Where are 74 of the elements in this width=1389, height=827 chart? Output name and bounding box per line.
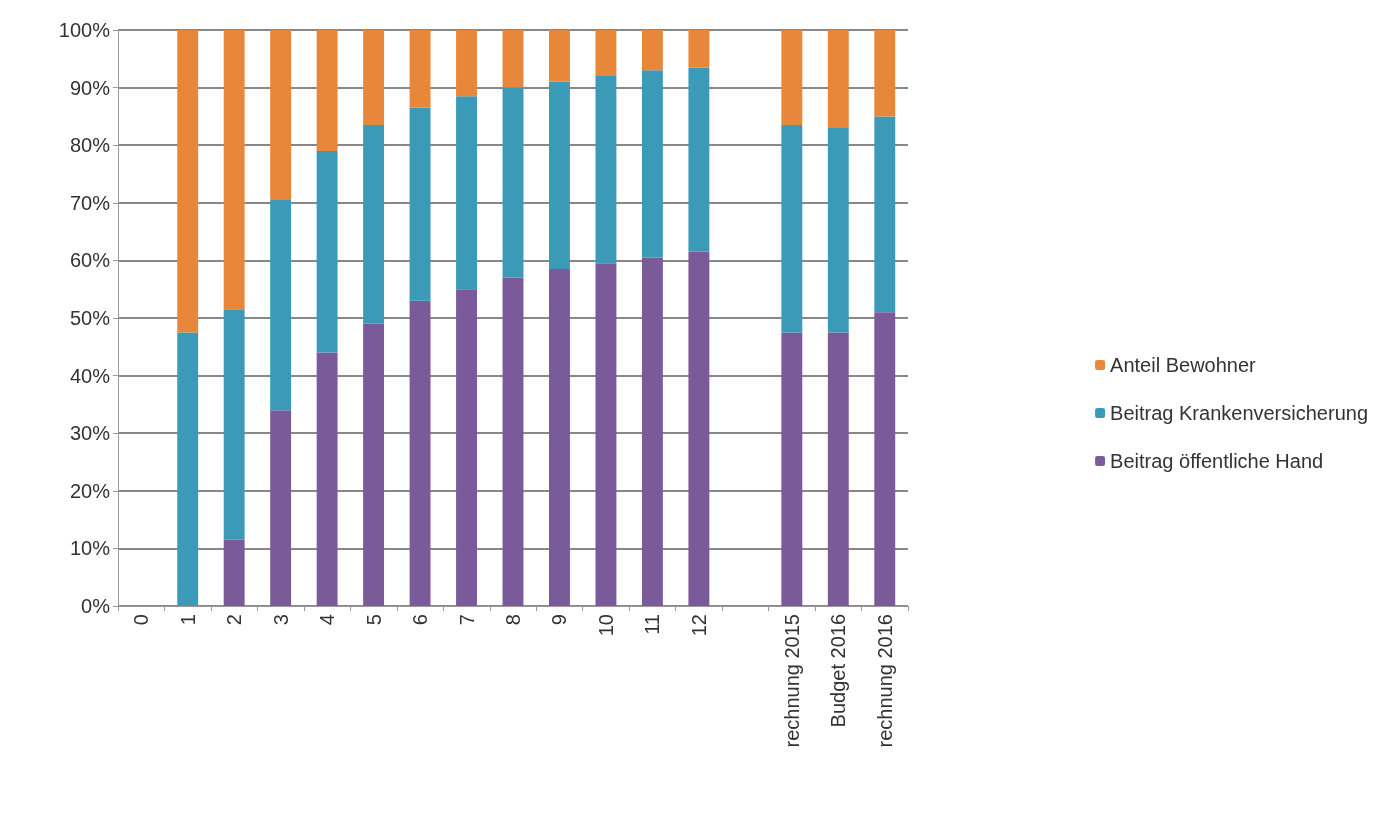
bar bbox=[641, 257, 663, 606]
bar bbox=[363, 30, 385, 126]
bar bbox=[316, 30, 338, 151]
y-tick-label: 50% bbox=[69, 307, 111, 329]
bar bbox=[270, 30, 292, 200]
bar bbox=[688, 30, 710, 68]
x-tick-label: 4 bbox=[316, 614, 339, 626]
x-tick-label: 3 bbox=[269, 614, 292, 626]
y-tick-label: 60% bbox=[69, 249, 111, 272]
y-tick-label: 80% bbox=[69, 134, 111, 157]
bar bbox=[363, 125, 385, 324]
bar bbox=[549, 269, 570, 606]
bar bbox=[874, 312, 896, 606]
bar bbox=[827, 127, 849, 333]
bar bbox=[270, 410, 292, 606]
bar bbox=[641, 70, 663, 258]
y-tick-label: 30% bbox=[69, 422, 111, 445]
x-tick-label: 2 bbox=[223, 614, 246, 626]
bar bbox=[502, 87, 524, 278]
bar bbox=[502, 277, 524, 606]
x-tick-label: 7 bbox=[455, 614, 478, 626]
bar bbox=[316, 352, 338, 606]
bar bbox=[177, 30, 199, 333]
bar bbox=[781, 332, 803, 606]
x-tick-label: Budget 2016 bbox=[827, 614, 850, 728]
x-tick-label: 9 bbox=[548, 614, 571, 626]
bar bbox=[409, 107, 431, 301]
bar bbox=[595, 263, 617, 606]
bar bbox=[456, 289, 477, 606]
bar bbox=[549, 30, 570, 82]
bar bbox=[456, 96, 477, 290]
x-tick-label: rechnung 2015 bbox=[780, 614, 803, 748]
x-tick-label: 8 bbox=[502, 614, 524, 626]
bar bbox=[688, 67, 710, 252]
bar bbox=[688, 251, 710, 606]
y-tick-label: 10% bbox=[69, 537, 111, 560]
legend-label: Beitrag Krankenversicherung bbox=[1110, 402, 1368, 424]
bar bbox=[363, 323, 385, 606]
bar bbox=[874, 116, 896, 313]
bar bbox=[409, 300, 431, 606]
bar bbox=[177, 332, 199, 606]
bar bbox=[316, 150, 338, 353]
bar bbox=[827, 332, 849, 606]
bar bbox=[456, 30, 477, 97]
bar bbox=[223, 539, 245, 606]
x-tick-label: 5 bbox=[362, 614, 385, 626]
y-tick-label: 20% bbox=[69, 479, 111, 502]
bar bbox=[270, 199, 292, 411]
bar bbox=[223, 309, 245, 540]
bar bbox=[874, 30, 896, 117]
x-tick-label: 1 bbox=[176, 614, 199, 626]
bar bbox=[549, 81, 570, 270]
y-tick-label: 90% bbox=[69, 76, 111, 99]
x-tick-label: 6 bbox=[409, 614, 432, 626]
legend-label: Beitrag öffentliche Hand bbox=[1110, 450, 1324, 472]
x-tick-label: 0 bbox=[130, 614, 153, 626]
bar bbox=[502, 30, 524, 88]
bar bbox=[641, 30, 663, 71]
x-tick-label: 10 bbox=[594, 614, 617, 637]
bar bbox=[781, 125, 803, 333]
x-tick-label: 12 bbox=[687, 614, 710, 637]
y-tick-label: 40% bbox=[69, 364, 111, 387]
legend-label: Anteil Bewohner bbox=[1110, 354, 1257, 376]
bar bbox=[223, 30, 245, 310]
bar bbox=[595, 30, 617, 77]
x-tick-label: 11 bbox=[641, 614, 664, 635]
bar bbox=[595, 76, 617, 264]
x-tick-label: rechnung 2016 bbox=[873, 614, 896, 748]
y-tick-label: 70% bbox=[69, 191, 111, 214]
y-tick-label: 0% bbox=[81, 595, 111, 617]
bar bbox=[409, 30, 431, 108]
bar bbox=[781, 30, 803, 126]
bar bbox=[827, 30, 849, 128]
y-tick-label: 100% bbox=[58, 19, 111, 41]
